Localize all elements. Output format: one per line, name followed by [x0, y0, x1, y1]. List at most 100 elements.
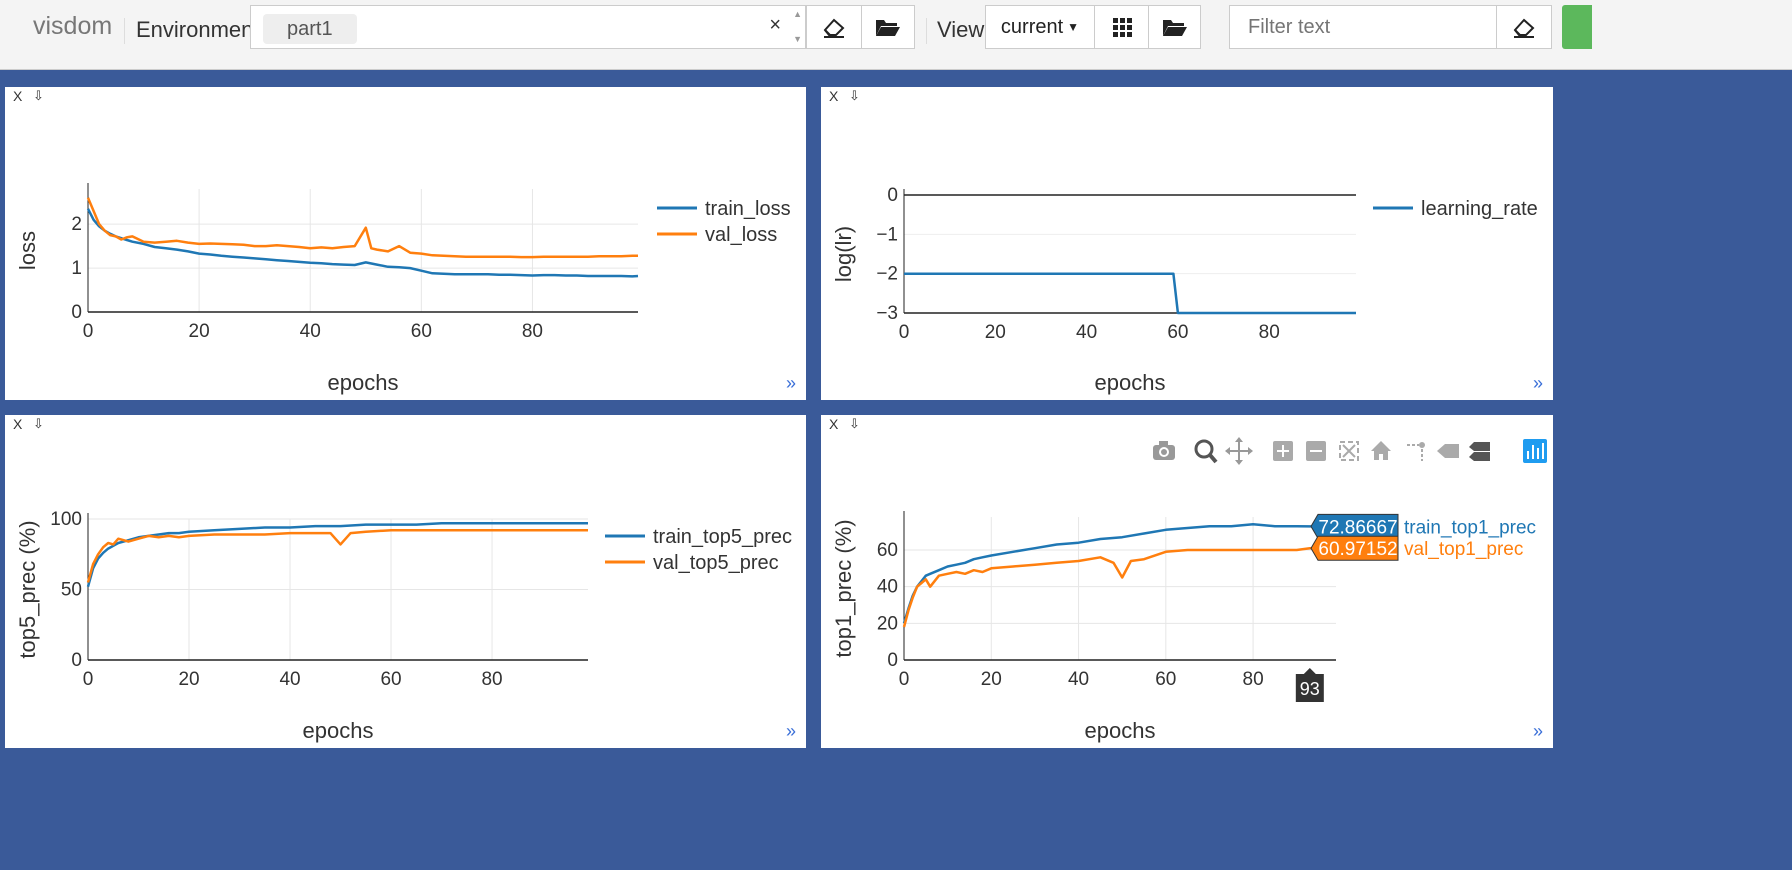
zoom-out-icon[interactable] [1306, 441, 1326, 461]
y-tick-label: 1 [71, 258, 82, 279]
plot-modebar [1153, 437, 1547, 465]
x-tick-label: 80 [522, 321, 543, 342]
hover-compare-icon[interactable] [1469, 442, 1490, 461]
x-tick-label: 80 [1243, 669, 1264, 690]
x-tick-label: 0 [83, 669, 94, 690]
x-tick-label: 20 [189, 321, 210, 342]
filter-input[interactable] [1246, 6, 1490, 48]
y-tick-label: 60 [877, 540, 898, 561]
folder-open-icon [1162, 20, 1187, 36]
clear-icon[interactable]: × [769, 14, 781, 36]
eraser-icon [823, 18, 845, 38]
plot-pane-top5: X ⇩ » 0 20 40 60 80 0 50 100 epochs top5_prec (%)… [5, 415, 806, 748]
brand-logo: visdom [33, 12, 113, 40]
download-icon[interactable]: ⇩ [849, 416, 860, 431]
spike-lines-icon[interactable] [1407, 442, 1425, 461]
manage-env-button[interactable] [861, 5, 915, 49]
home-icon[interactable] [1371, 441, 1391, 460]
camera-icon[interactable] [1153, 441, 1175, 460]
expand-pane-button[interactable]: » [1532, 373, 1543, 393]
separator [124, 18, 125, 44]
view-dropdown[interactable]: current ▼ [985, 5, 1095, 49]
close-pane-button[interactable]: X [13, 416, 23, 432]
y-tick-label: 0 [887, 185, 898, 206]
y-axis-title: log(lr) [831, 226, 856, 282]
loss-chart[interactable]: 0 20 40 60 80 0 1 2 epochs loss train_loss val_loss [5, 87, 806, 400]
scroll-down-icon[interactable]: ▼ [793, 34, 802, 44]
x-tick-label: 20 [178, 669, 199, 690]
hover-value-label: 72.86667 [1318, 517, 1397, 538]
x-tick-label: 40 [1068, 669, 1089, 690]
filter-input-wrap[interactable] [1229, 5, 1497, 49]
manage-views-button[interactable] [1148, 5, 1201, 49]
caret-down-icon: ▼ [1067, 20, 1080, 34]
repack-button[interactable] [1094, 5, 1149, 49]
scroll-up-icon[interactable]: ▲ [793, 9, 802, 19]
hover-value-label: 60.97152 [1318, 539, 1397, 560]
x-axis-title: epochs [1085, 718, 1156, 743]
top1-chart[interactable]: 0 20 40 60 80 0 20 40 60 epochs top1_prec (%) 72.86… [821, 415, 1553, 748]
expand-pane-button[interactable]: » [1532, 721, 1543, 741]
x-tick-label: 0 [899, 669, 910, 690]
environment-selector[interactable]: part1 × ▲ ▼ [250, 5, 806, 49]
plotly-logo-icon[interactable] [1523, 439, 1547, 463]
view-value: current [1000, 15, 1064, 38]
environment-label: Environment [136, 17, 260, 42]
series-line-val_loss [86, 197, 638, 259]
top5-chart[interactable]: 0 20 40 60 80 0 50 100 epochs top5_prec (%) train_… [5, 415, 806, 748]
plot-pane-top1: X ⇩ » 0 20 40 60 80 0 20 40 60 epochs top1_prec (%… [821, 415, 1553, 748]
x-axis-title: epochs [328, 370, 399, 395]
y-tick-label: −3 [876, 303, 898, 324]
x-tick-label: 60 [380, 669, 401, 690]
y-tick-label: −2 [876, 264, 898, 285]
x-tick-label: 60 [411, 321, 432, 342]
environment-chip[interactable]: part1 [263, 14, 357, 44]
y-tick-label: 0 [71, 650, 82, 671]
download-icon[interactable]: ⇩ [33, 416, 44, 431]
series-line-train_top1_prec [902, 523, 1336, 624]
x-tick-label: 80 [1259, 322, 1280, 343]
y-tick-label: 40 [877, 577, 898, 598]
learning-rate-chart[interactable]: 0 20 40 60 80 0 −1 −2 −3 epochs log(lr) learning_ra… [821, 87, 1553, 400]
clear-env-button[interactable] [806, 5, 862, 49]
connection-status-indicator [1562, 5, 1592, 49]
legend-label: val_loss [705, 224, 777, 246]
folder-open-icon [876, 20, 900, 36]
eraser-icon [1513, 18, 1535, 38]
y-tick-label: 2 [71, 214, 82, 235]
autoscale-icon[interactable] [1339, 441, 1359, 461]
zoom-icon[interactable] [1194, 439, 1218, 464]
hover-closest-icon[interactable] [1437, 444, 1459, 458]
grid-icon [1112, 18, 1132, 37]
x-tick-label: 40 [1076, 322, 1097, 343]
hover-series-label: val_top1_prec [1404, 539, 1523, 560]
zoom-in-icon[interactable] [1273, 441, 1293, 461]
expand-pane-button[interactable]: » [785, 373, 796, 393]
x-tick-label: 40 [279, 669, 300, 690]
plot-pane-loss: X ⇩ » 0 20 40 60 80 0 1 2 epochs loss train_loss va… [5, 87, 806, 400]
download-icon[interactable]: ⇩ [849, 88, 860, 103]
pan-icon[interactable] [1225, 437, 1253, 465]
x-axis-title: epochs [303, 718, 374, 743]
series-line-learning_rate [904, 272, 1356, 315]
y-axis-title: top1_prec (%) [831, 519, 856, 657]
series-line-train_loss [86, 208, 639, 278]
download-icon[interactable]: ⇩ [33, 88, 44, 103]
x-tick-label: 0 [899, 322, 910, 343]
y-tick-label: 20 [877, 613, 898, 634]
close-pane-button[interactable]: X [13, 88, 23, 104]
y-tick-label: 50 [61, 580, 82, 601]
x-axis-title: epochs [1095, 370, 1166, 395]
hover-label-box [1310, 535, 1399, 561]
clear-filter-button[interactable] [1496, 5, 1552, 49]
hover-series-label: train_top1_prec [1404, 517, 1536, 538]
hover-x-label: 93 [1300, 679, 1320, 699]
y-axis-title: loss [15, 231, 40, 270]
close-pane-button[interactable]: X [829, 416, 839, 432]
y-tick-label: 0 [887, 650, 898, 671]
hover-x-label-box [1295, 668, 1324, 702]
expand-pane-button[interactable]: » [785, 721, 796, 741]
plot-pane-learning-rate: X ⇩ » 0 20 40 60 80 0 −1 −2 −3 epochs log(lr) learn… [821, 87, 1553, 400]
x-tick-label: 80 [481, 669, 502, 690]
close-pane-button[interactable]: X [829, 88, 839, 104]
